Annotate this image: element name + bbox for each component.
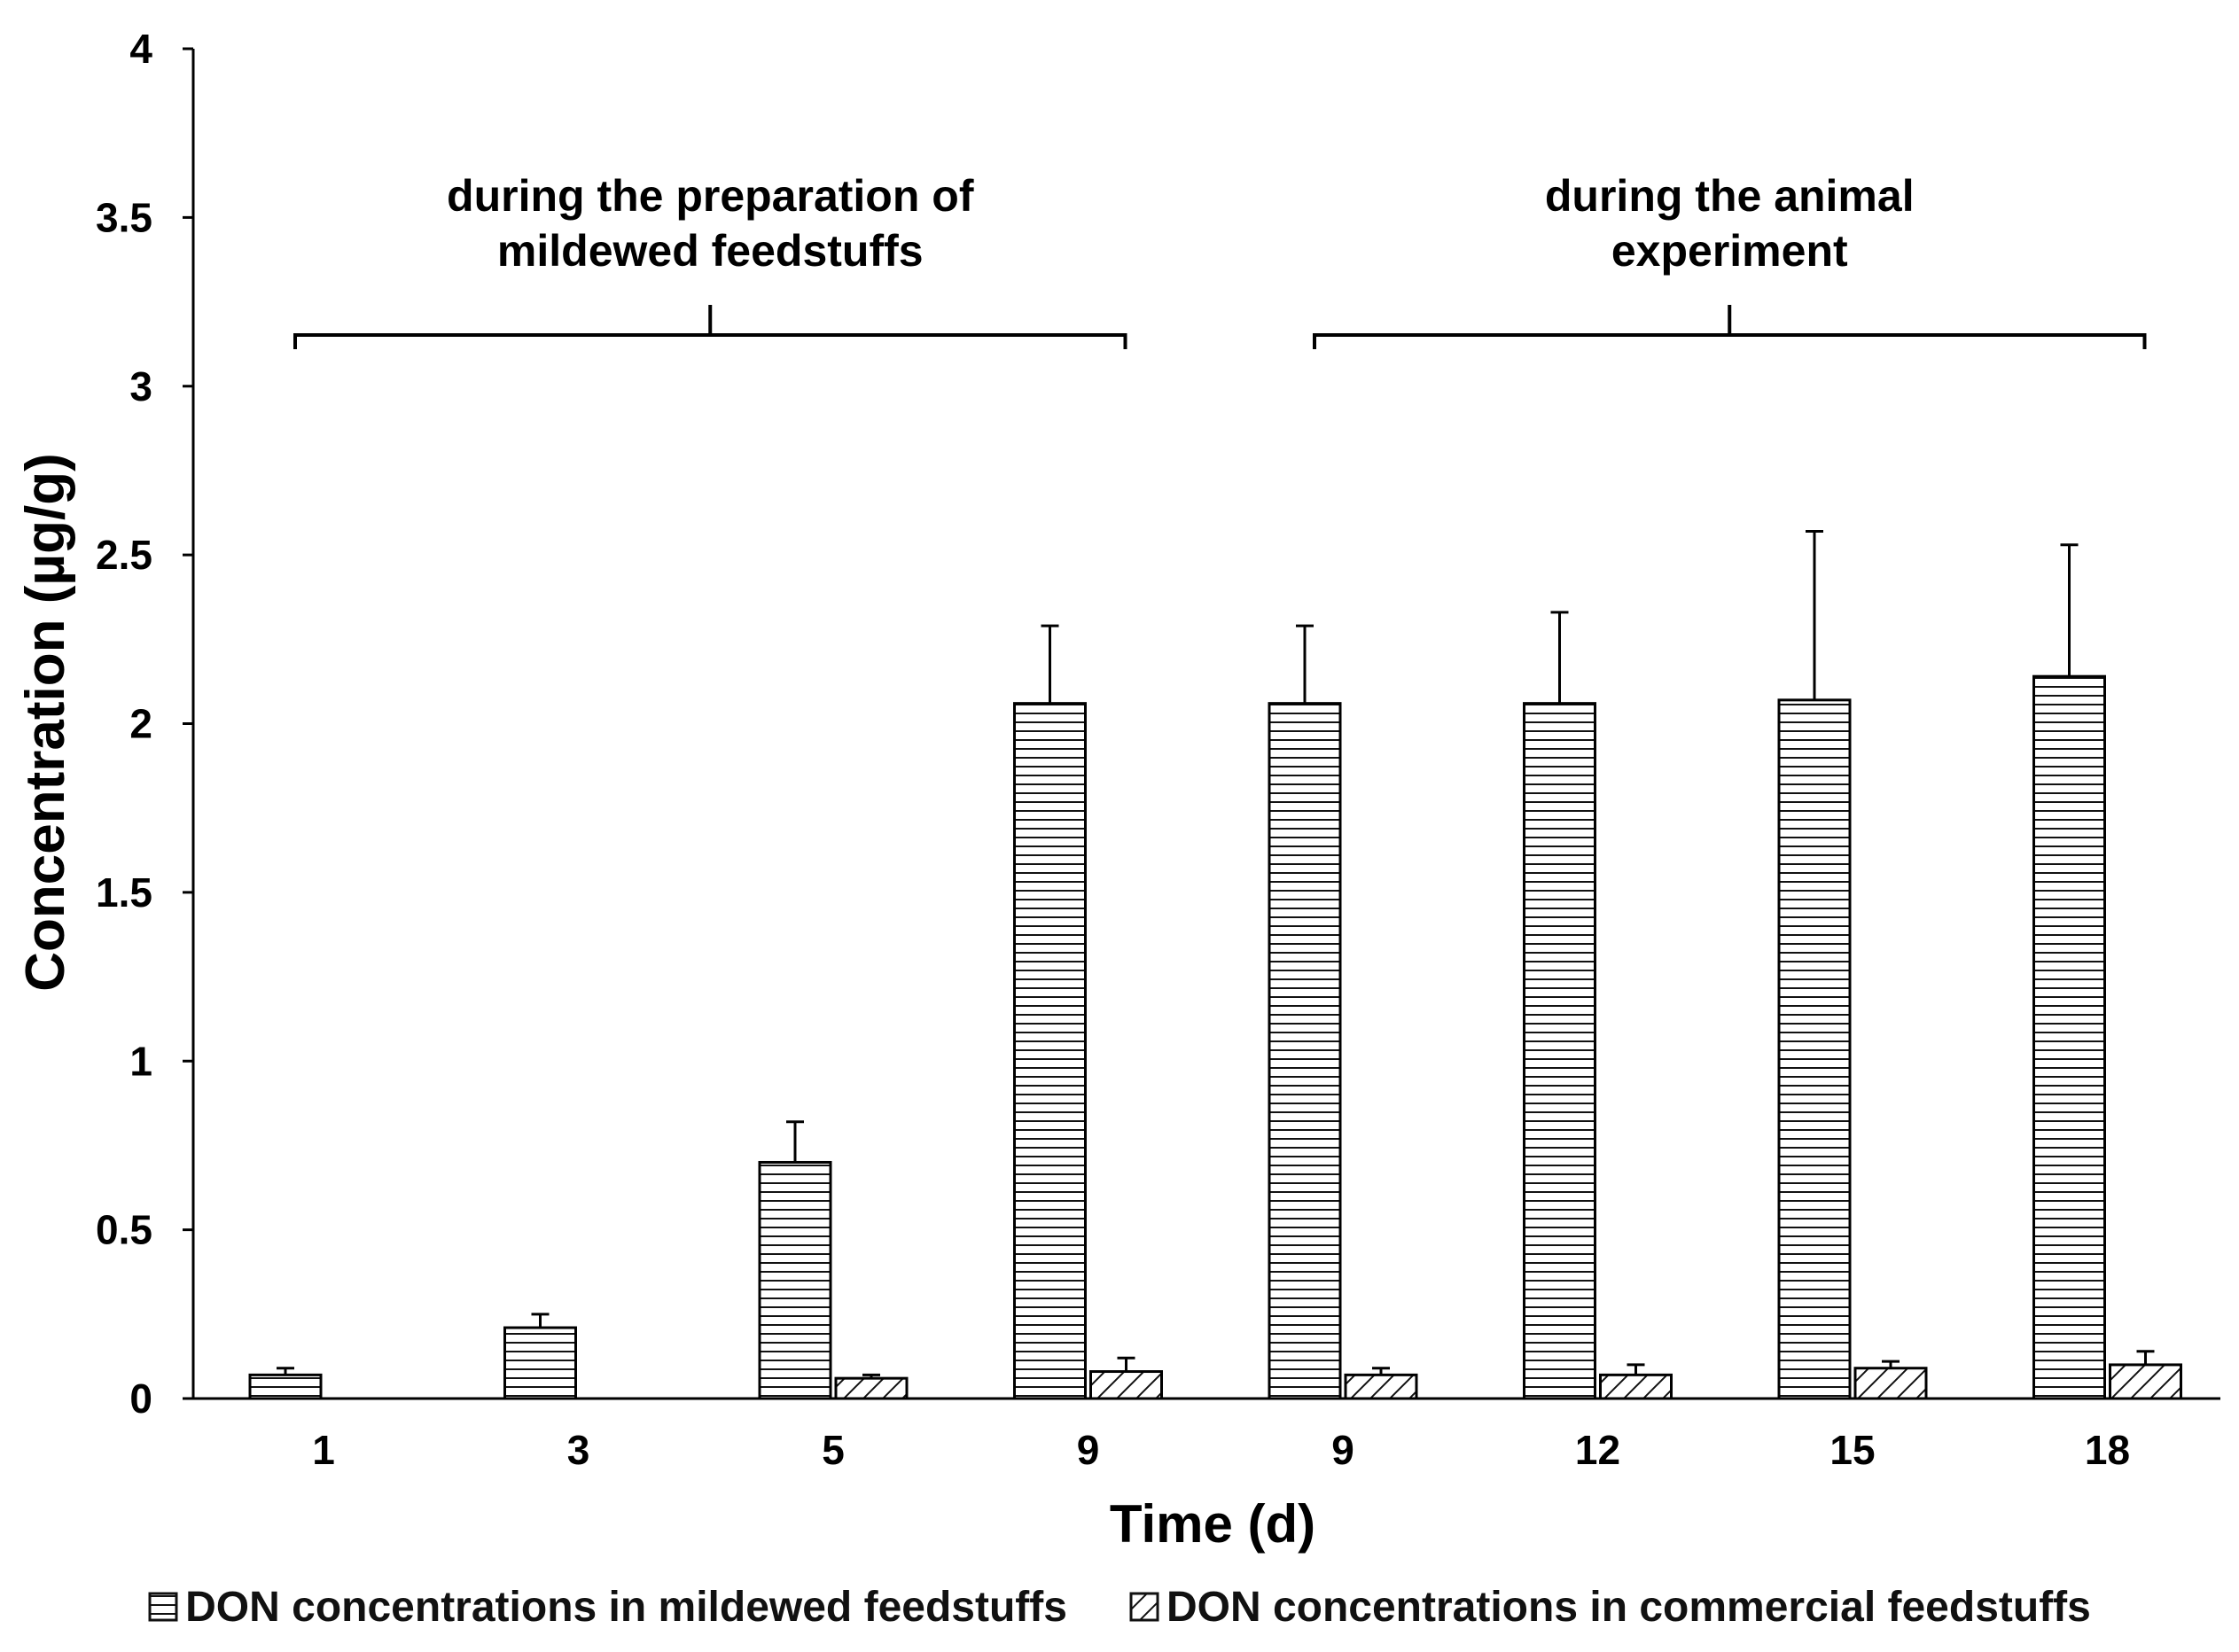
bar-commercial xyxy=(1344,1373,1418,1400)
y-tick-label: 3.5 xyxy=(96,194,152,240)
bar-mildewed xyxy=(1777,698,1852,1400)
y-axis-title: Concentration (µg/g) xyxy=(15,453,76,991)
legend-label-commercial: DON concentrations in commercial feedstu… xyxy=(1166,1583,2091,1631)
y-axis-ticks: 0 0.5 1 1.5 2 2.5 3 3.5 4 xyxy=(96,26,193,1422)
x-tick-label: 1 xyxy=(312,1427,335,1473)
error-bars-group xyxy=(277,529,2155,1379)
legend-item-mildewed[interactable]: DON concentrations in mildewed feedstuff… xyxy=(148,1583,1067,1632)
x-tick-label: 15 xyxy=(1829,1427,1875,1473)
bar-mildewed xyxy=(1013,702,1087,1400)
y-tick-label: 1 xyxy=(129,1038,152,1084)
annotation-bracket xyxy=(293,305,1127,349)
annotation-text: mildewed feedstuffs xyxy=(497,226,924,276)
bar-mildewed xyxy=(503,1326,577,1400)
bar-commercial xyxy=(2109,1363,2182,1400)
bar-mildewed xyxy=(758,1160,832,1400)
legend-swatch-diagonal-lines xyxy=(1129,1592,1159,1622)
y-tick-label: 0 xyxy=(129,1375,152,1422)
y-tick-label: 2 xyxy=(129,701,152,747)
bar-mildewed xyxy=(248,1373,323,1400)
y-tick-label: 0.5 xyxy=(96,1207,152,1253)
legend-swatch-horizontal-lines xyxy=(148,1592,178,1622)
bar-commercial xyxy=(834,1376,909,1400)
annotation-text: during the animal xyxy=(1545,171,1915,221)
y-tick-label: 1.5 xyxy=(96,869,152,916)
x-tick-label: 9 xyxy=(1331,1427,1354,1473)
bar-commercial xyxy=(1089,1370,1163,1400)
annotation-text: experiment xyxy=(1611,226,1848,276)
y-tick-label: 2.5 xyxy=(96,532,152,578)
bar-commercial xyxy=(1853,1367,1928,1400)
bar-commercial xyxy=(1599,1373,1673,1400)
bar-mildewed xyxy=(1268,702,1342,1400)
y-axis-title-group: Concentration (µg/g) xyxy=(15,453,76,991)
annotation-bracket xyxy=(1313,305,2147,349)
x-tick-label: 5 xyxy=(822,1427,845,1473)
legend-item-commercial[interactable]: DON concentrations in commercial feedstu… xyxy=(1129,1583,2091,1632)
bar-mildewed xyxy=(2032,674,2106,1400)
x-axis-ticks: 1 3 5 9 9 12 15 18 xyxy=(312,1427,2130,1473)
legend-label-mildewed: DON concentrations in mildewed feedstuff… xyxy=(185,1583,1067,1631)
annotation-text: during the preparation of xyxy=(447,171,974,221)
bar-mildewed xyxy=(1523,702,1596,1400)
x-tick-label: 3 xyxy=(567,1427,590,1473)
x-tick-label: 12 xyxy=(1575,1427,1620,1473)
x-axis-title: Time (d) xyxy=(1110,1494,1315,1554)
y-tick-label: 4 xyxy=(129,26,152,72)
x-tick-label: 9 xyxy=(1077,1427,1100,1473)
y-tick-label: 3 xyxy=(129,363,152,409)
legend: DON concentrations in mildewed feedstuff… xyxy=(0,1567,2239,1647)
x-tick-label: 18 xyxy=(2085,1427,2130,1473)
bars-group xyxy=(248,674,2182,1400)
